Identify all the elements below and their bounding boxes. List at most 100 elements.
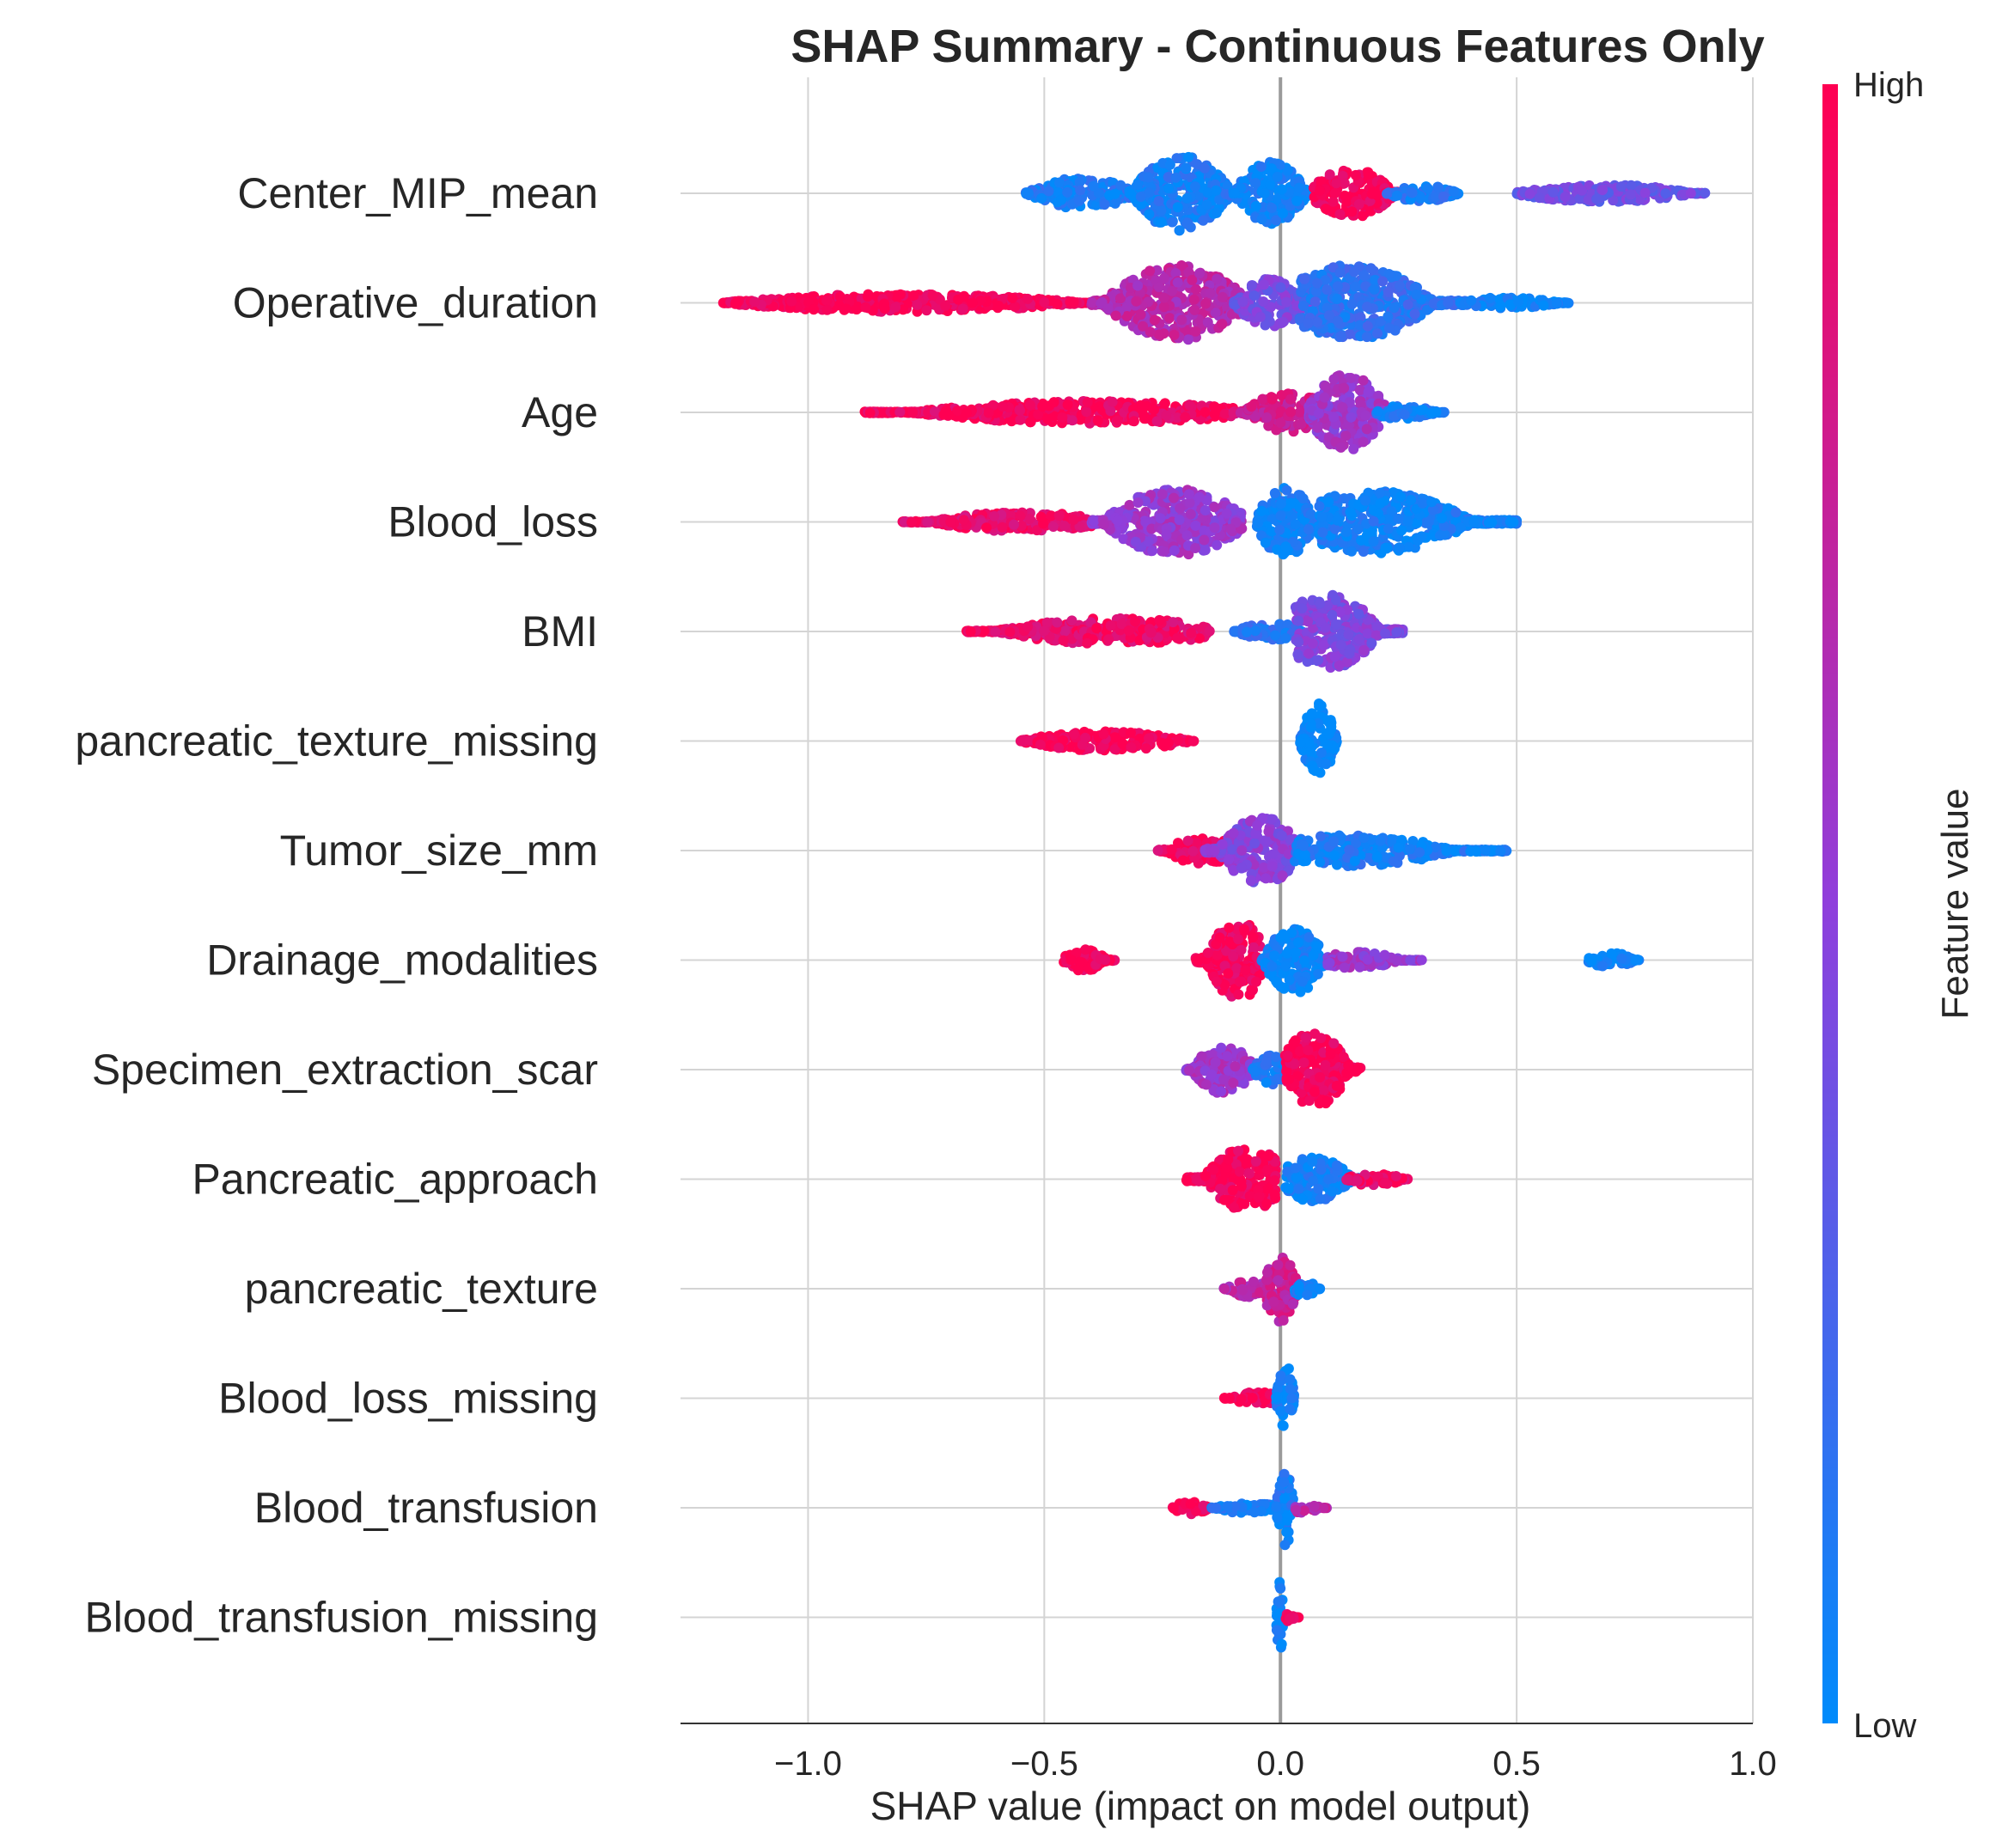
shap-point	[1176, 314, 1187, 326]
shap-point	[1174, 225, 1185, 236]
shap-point	[1036, 192, 1047, 204]
shap-point	[967, 297, 978, 308]
shap-point	[1346, 546, 1357, 557]
shap-point	[1237, 296, 1248, 308]
shap-point	[1010, 302, 1021, 312]
shap-point	[1153, 282, 1164, 293]
shap-point	[1052, 299, 1063, 309]
shap-point	[1365, 263, 1377, 274]
shap-point	[1312, 278, 1323, 289]
shap-point	[1317, 527, 1328, 538]
shap-point	[1285, 393, 1296, 405]
shap-point	[1320, 204, 1331, 214]
shap-point	[1547, 186, 1559, 198]
shap-point	[1256, 214, 1267, 225]
shap-point	[1190, 543, 1201, 553]
shap-point	[1153, 196, 1164, 206]
shap-point	[1349, 266, 1359, 278]
shap-point	[1409, 308, 1420, 320]
shap-point	[1184, 399, 1195, 411]
shap-point	[1396, 525, 1407, 536]
shap-point	[1361, 332, 1372, 343]
shap-point	[1254, 311, 1266, 322]
shap-point	[981, 522, 992, 534]
shap-point	[1156, 205, 1167, 217]
shap-point	[953, 294, 963, 305]
shap-point	[1082, 397, 1093, 408]
shap-point	[1415, 405, 1426, 416]
shap-point	[1205, 288, 1216, 299]
shap-point	[1361, 424, 1372, 435]
shap-point	[1615, 181, 1627, 192]
shap-point	[1158, 292, 1169, 303]
shap-point	[1132, 280, 1144, 291]
shap-point	[1170, 172, 1181, 183]
shap-point	[1092, 415, 1103, 426]
shap-point	[1281, 485, 1292, 496]
shap-point	[1368, 515, 1379, 527]
shap-point	[1155, 513, 1166, 524]
shap-point	[1056, 194, 1067, 205]
shap-point	[1551, 298, 1562, 309]
shap-point	[1135, 309, 1146, 320]
shap-point	[1130, 536, 1141, 547]
shap-point	[1383, 322, 1395, 333]
shap-point	[1383, 187, 1394, 198]
shap-point	[1198, 215, 1209, 226]
shap-point	[1296, 418, 1307, 430]
shap-point	[1309, 296, 1321, 308]
shap-point	[1271, 215, 1282, 226]
shap-point	[1332, 315, 1343, 326]
shap-point	[1335, 331, 1346, 341]
shap-point	[1217, 291, 1228, 302]
shap-point	[1358, 546, 1369, 557]
shap-point	[879, 303, 890, 314]
shap-point	[1394, 542, 1405, 553]
shap-point	[927, 290, 938, 301]
shap-point	[993, 300, 1004, 311]
shap-point	[1042, 413, 1053, 424]
shap-point	[1229, 188, 1240, 198]
shap-point	[1167, 217, 1178, 228]
shap-point	[906, 516, 917, 528]
shap-point	[1015, 510, 1026, 521]
shap-point	[1448, 186, 1459, 197]
shap-point	[1188, 294, 1199, 305]
shap-point	[860, 302, 871, 313]
shap-point	[1372, 328, 1383, 339]
shap-point	[1305, 509, 1316, 520]
shap-point	[1438, 191, 1449, 202]
chart-title: SHAP Summary - Continuous Features Only	[791, 21, 1764, 72]
shap-point	[1169, 329, 1180, 340]
shap-point	[851, 304, 862, 315]
shap-point	[1057, 412, 1068, 423]
shap-point	[1172, 277, 1183, 288]
shap-point	[1022, 187, 1034, 198]
shap-point	[1261, 412, 1273, 423]
shap-point	[1199, 545, 1211, 556]
shap-point	[1107, 396, 1118, 407]
shap-point	[1109, 188, 1120, 199]
shap-point	[1426, 497, 1438, 508]
shap-point	[1193, 491, 1205, 503]
shap-point	[1159, 398, 1170, 409]
shap-point	[1389, 302, 1400, 314]
shap-point	[1375, 487, 1385, 498]
shap-point	[1363, 167, 1374, 178]
shap-point	[1039, 296, 1050, 308]
shap-point	[1090, 199, 1102, 210]
shap-point	[1256, 505, 1267, 516]
shap-point	[1180, 412, 1191, 423]
shap-point	[1199, 505, 1211, 515]
shap-point	[1332, 281, 1343, 292]
shap-point	[922, 516, 933, 528]
shap-point	[1181, 218, 1192, 229]
shap-point	[940, 301, 951, 311]
shap-point	[1015, 405, 1026, 416]
shap-point	[1395, 280, 1406, 291]
feature-row-points	[1020, 151, 1711, 236]
feature-row-points	[897, 483, 1523, 560]
shap-point	[1161, 529, 1172, 540]
shap-point	[1007, 292, 1018, 303]
shap-point	[1625, 189, 1636, 200]
